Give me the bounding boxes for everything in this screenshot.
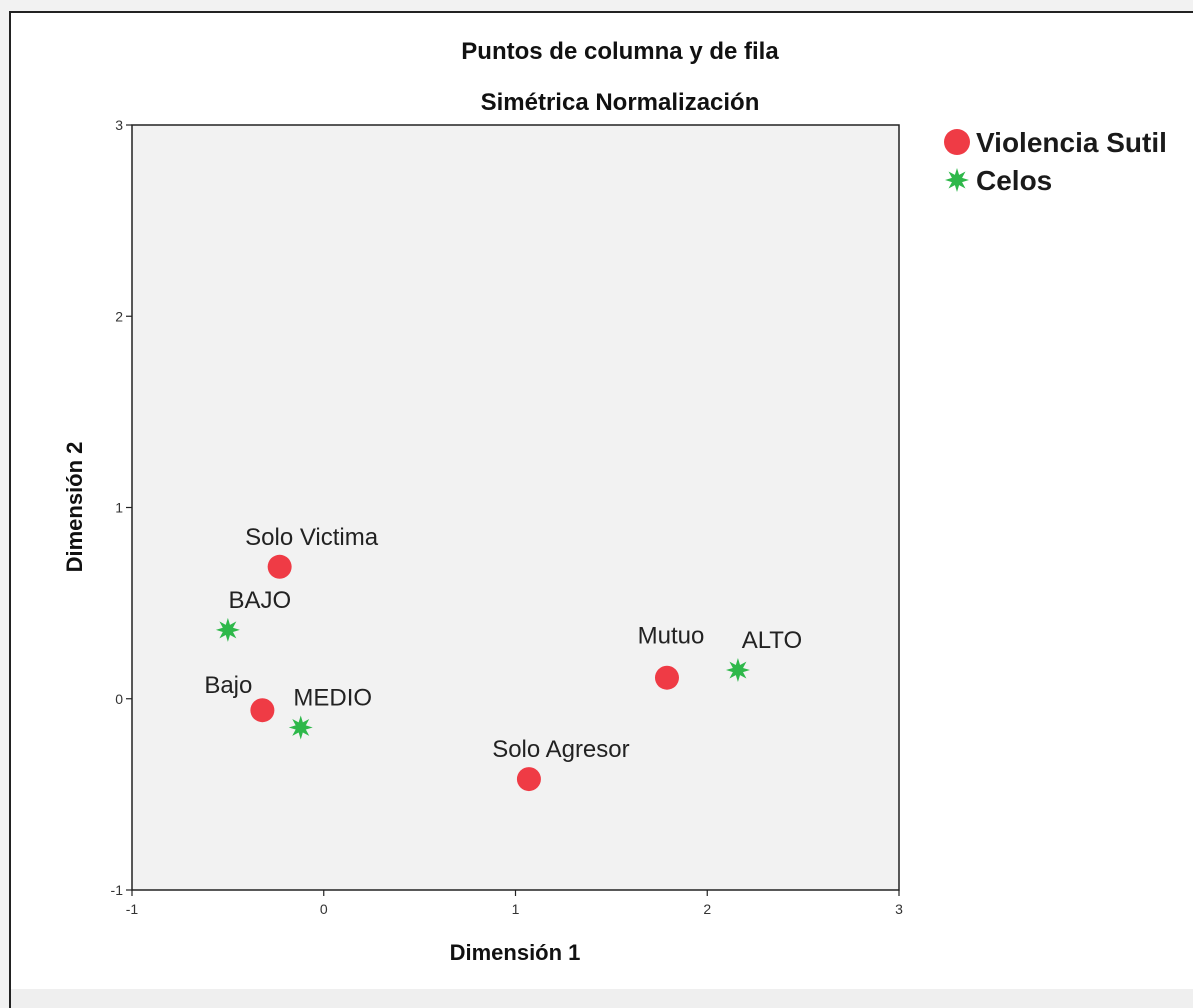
point-label: MEDIO	[293, 684, 372, 711]
plot-area	[131, 124, 900, 891]
x-tick-label: 1	[512, 901, 520, 917]
point-label: Mutuo	[638, 623, 705, 650]
y-tick-label: 0	[115, 691, 123, 707]
legend-item: Violencia Sutil	[944, 127, 1167, 158]
x-tick-label: 2	[703, 901, 711, 917]
y-tick-label: 2	[115, 308, 123, 324]
legend-swatch	[944, 129, 970, 155]
legend-swatch	[945, 168, 969, 192]
chart-title: Puntos de columna y de fila	[461, 38, 779, 65]
data-points: Solo Victima Bajo Solo Agresor Mutuo BAJO MED…	[204, 524, 802, 792]
series-violencia-sutil: Solo Victima Bajo Solo Agresor Mutuo	[204, 524, 705, 792]
chart-subtitle: Simétrica Normalización	[481, 89, 760, 116]
y-axis-title: Dimensión 2	[62, 442, 87, 573]
data-point	[288, 715, 313, 740]
x-tick-label: 3	[895, 901, 903, 917]
y-tick-label: -1	[111, 882, 124, 898]
legend-label: Violencia Sutil	[976, 127, 1167, 158]
bottom-strip	[9, 989, 1193, 1008]
y-axis: -1 0 1 2 3	[111, 117, 132, 898]
x-tick-label: -1	[126, 901, 139, 917]
point-label: BAJO	[229, 587, 292, 614]
series-celos: BAJO MEDIO ALTO	[215, 587, 802, 740]
x-tick-label: 0	[320, 901, 328, 917]
x-axis-title: Dimensión 1	[450, 940, 581, 965]
point-label: Bajo	[204, 672, 252, 699]
y-tick-label: 1	[115, 500, 123, 516]
data-point	[725, 658, 750, 683]
data-point	[654, 665, 679, 690]
data-point	[516, 767, 541, 792]
x-axis: -1 0 1 2 3	[126, 890, 903, 917]
legend-label: Celos	[976, 165, 1052, 196]
legend-item: Celos	[945, 165, 1052, 196]
point-label: Solo Agresor	[492, 736, 629, 763]
data-point	[250, 698, 275, 723]
data-point	[267, 554, 292, 579]
point-label: ALTO	[742, 627, 802, 654]
point-label: Solo Victima	[245, 524, 379, 551]
y-tick-label: 3	[115, 117, 123, 133]
legend: Violencia Sutil Celos	[944, 127, 1167, 196]
data-point	[215, 617, 240, 642]
